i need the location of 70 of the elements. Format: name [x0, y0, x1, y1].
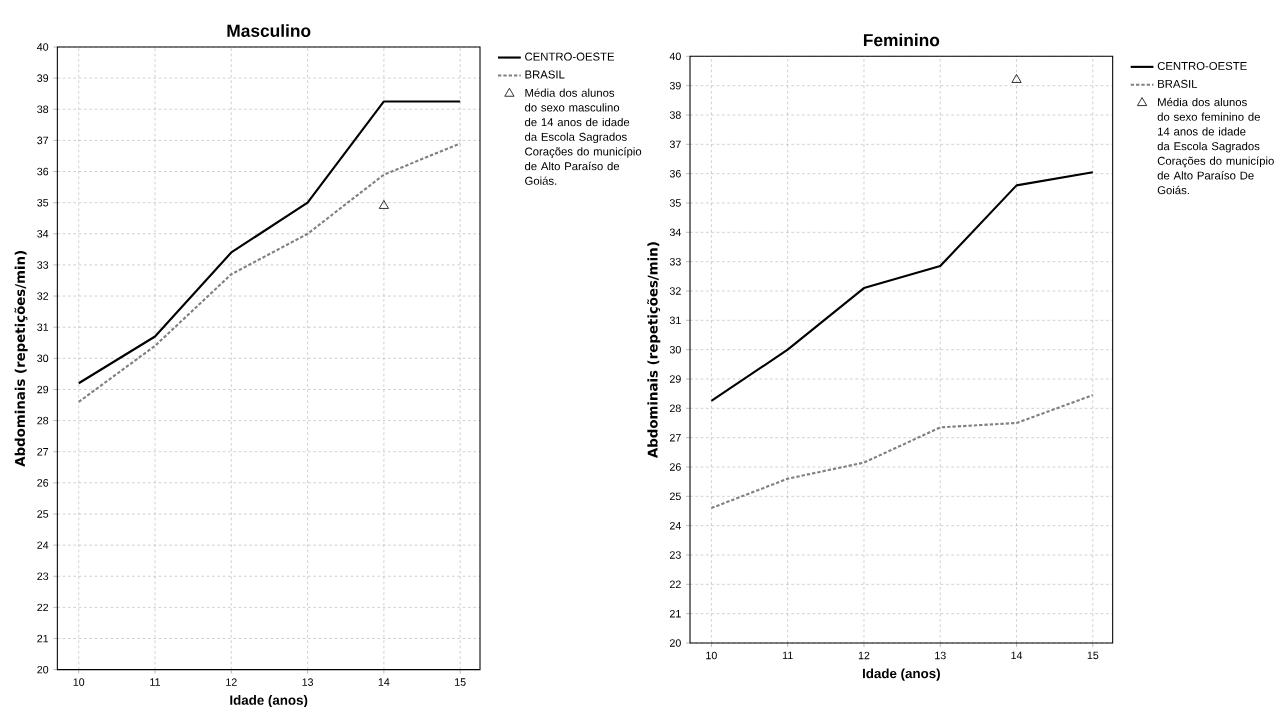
- y-tick-label: 24: [37, 541, 49, 549]
- line-series: [77, 100, 462, 385]
- x-tick-label: 11: [150, 678, 161, 686]
- y-tick-label: 20: [37, 665, 49, 674]
- y-tick-label: 34: [669, 228, 681, 237]
- x-tick-label: 12: [858, 651, 870, 660]
- y-tick-label: 40: [669, 52, 681, 61]
- y-tick-label: 31: [669, 316, 681, 325]
- y-tick-label: 21: [669, 609, 681, 618]
- x-tick-label: 11: [782, 651, 793, 660]
- y-tick-label: 30: [669, 345, 681, 354]
- x-tick-label: 13: [302, 678, 314, 686]
- y-tick-label: 23: [37, 572, 49, 581]
- y-tick-label: 27: [37, 448, 49, 456]
- y-tick-label: 33: [669, 257, 681, 266]
- y-tick-label: 21: [37, 634, 49, 643]
- y-tick-label: 39: [669, 81, 681, 90]
- y-tick-label: 40: [37, 43, 49, 51]
- x-tick-label: 10: [73, 678, 85, 686]
- y-tick-label: 32: [37, 292, 49, 300]
- y-tick-label: 29: [669, 375, 681, 383]
- y-tick-label: 36: [37, 167, 49, 176]
- legend-label: CENTRO-OESTE: [1157, 61, 1247, 70]
- y-tick-label: 28: [669, 404, 681, 413]
- y-tick-label: 22: [37, 603, 49, 612]
- y-tick-label: 26: [669, 463, 681, 471]
- line-series: [710, 171, 1094, 403]
- chart-title: Masculino: [227, 24, 311, 37]
- y-tick-label: 20: [669, 639, 681, 647]
- y-tick-label: 35: [669, 199, 681, 207]
- y-tick-label: 25: [669, 492, 681, 501]
- x-tick-label: 15: [455, 678, 466, 686]
- legend-label: Média dos alunos do sexo masculino de 14 anos de idade da Escola Sagrados Corações do município de Alto Paraíso de Goiás.: [525, 88, 642, 185]
- y-tick-label: 38: [669, 111, 681, 119]
- y-tick-label: 34: [37, 230, 49, 238]
- line-series: [77, 142, 462, 403]
- x-axis-title: Idade (anos): [230, 695, 308, 707]
- x-tick-label: 12: [226, 678, 237, 686]
- y-axis-title: Abdominais (repetições/min): [647, 242, 661, 459]
- legend-label: CENTRO-OESTE: [525, 52, 615, 61]
- legend-label: Média dos alunos do sexo feminino de 14 anos de idade da Escola Sagrados Corações do município de Alto Paraíso De Goiás.: [1157, 97, 1274, 195]
- y-tick-label: 38: [37, 105, 49, 114]
- y-tick-label: 37: [37, 136, 49, 145]
- y-tick-label: 25: [37, 510, 49, 518]
- x-tick-label: 13: [935, 651, 946, 660]
- y-tick-label: 28: [37, 416, 49, 425]
- y-axis-title: Abdominais (repetições/min): [14, 251, 28, 467]
- y-tick-label: 33: [37, 261, 49, 269]
- x-axis-title: Idade (anos): [862, 668, 940, 681]
- y-tick-label: 36: [669, 169, 681, 178]
- y-tick-label: 35: [37, 198, 49, 207]
- y-tick-label: 24: [669, 521, 681, 530]
- y-tick-label: 27: [669, 433, 681, 442]
- y-tick-label: 39: [37, 74, 49, 82]
- x-tick-label: 14: [1011, 651, 1023, 660]
- y-tick-label: 26: [37, 479, 49, 487]
- y-tick-label: 37: [669, 140, 681, 149]
- y-tick-label: 23: [669, 551, 681, 559]
- y-tick-label: 29: [37, 385, 49, 394]
- x-tick-label: 15: [1087, 651, 1099, 660]
- y-tick-label: 22: [669, 580, 681, 589]
- y-tick-label: 32: [669, 287, 681, 295]
- x-tick-label: 10: [706, 651, 717, 660]
- y-tick-label: 31: [37, 323, 49, 331]
- x-tick-label: 14: [378, 678, 390, 686]
- legend-label: BRASIL: [525, 70, 565, 79]
- y-tick-label: 30: [37, 354, 49, 363]
- legend-label: BRASIL: [1158, 79, 1198, 88]
- line-series: [710, 394, 1094, 510]
- chart-title: Feminino: [863, 33, 940, 47]
